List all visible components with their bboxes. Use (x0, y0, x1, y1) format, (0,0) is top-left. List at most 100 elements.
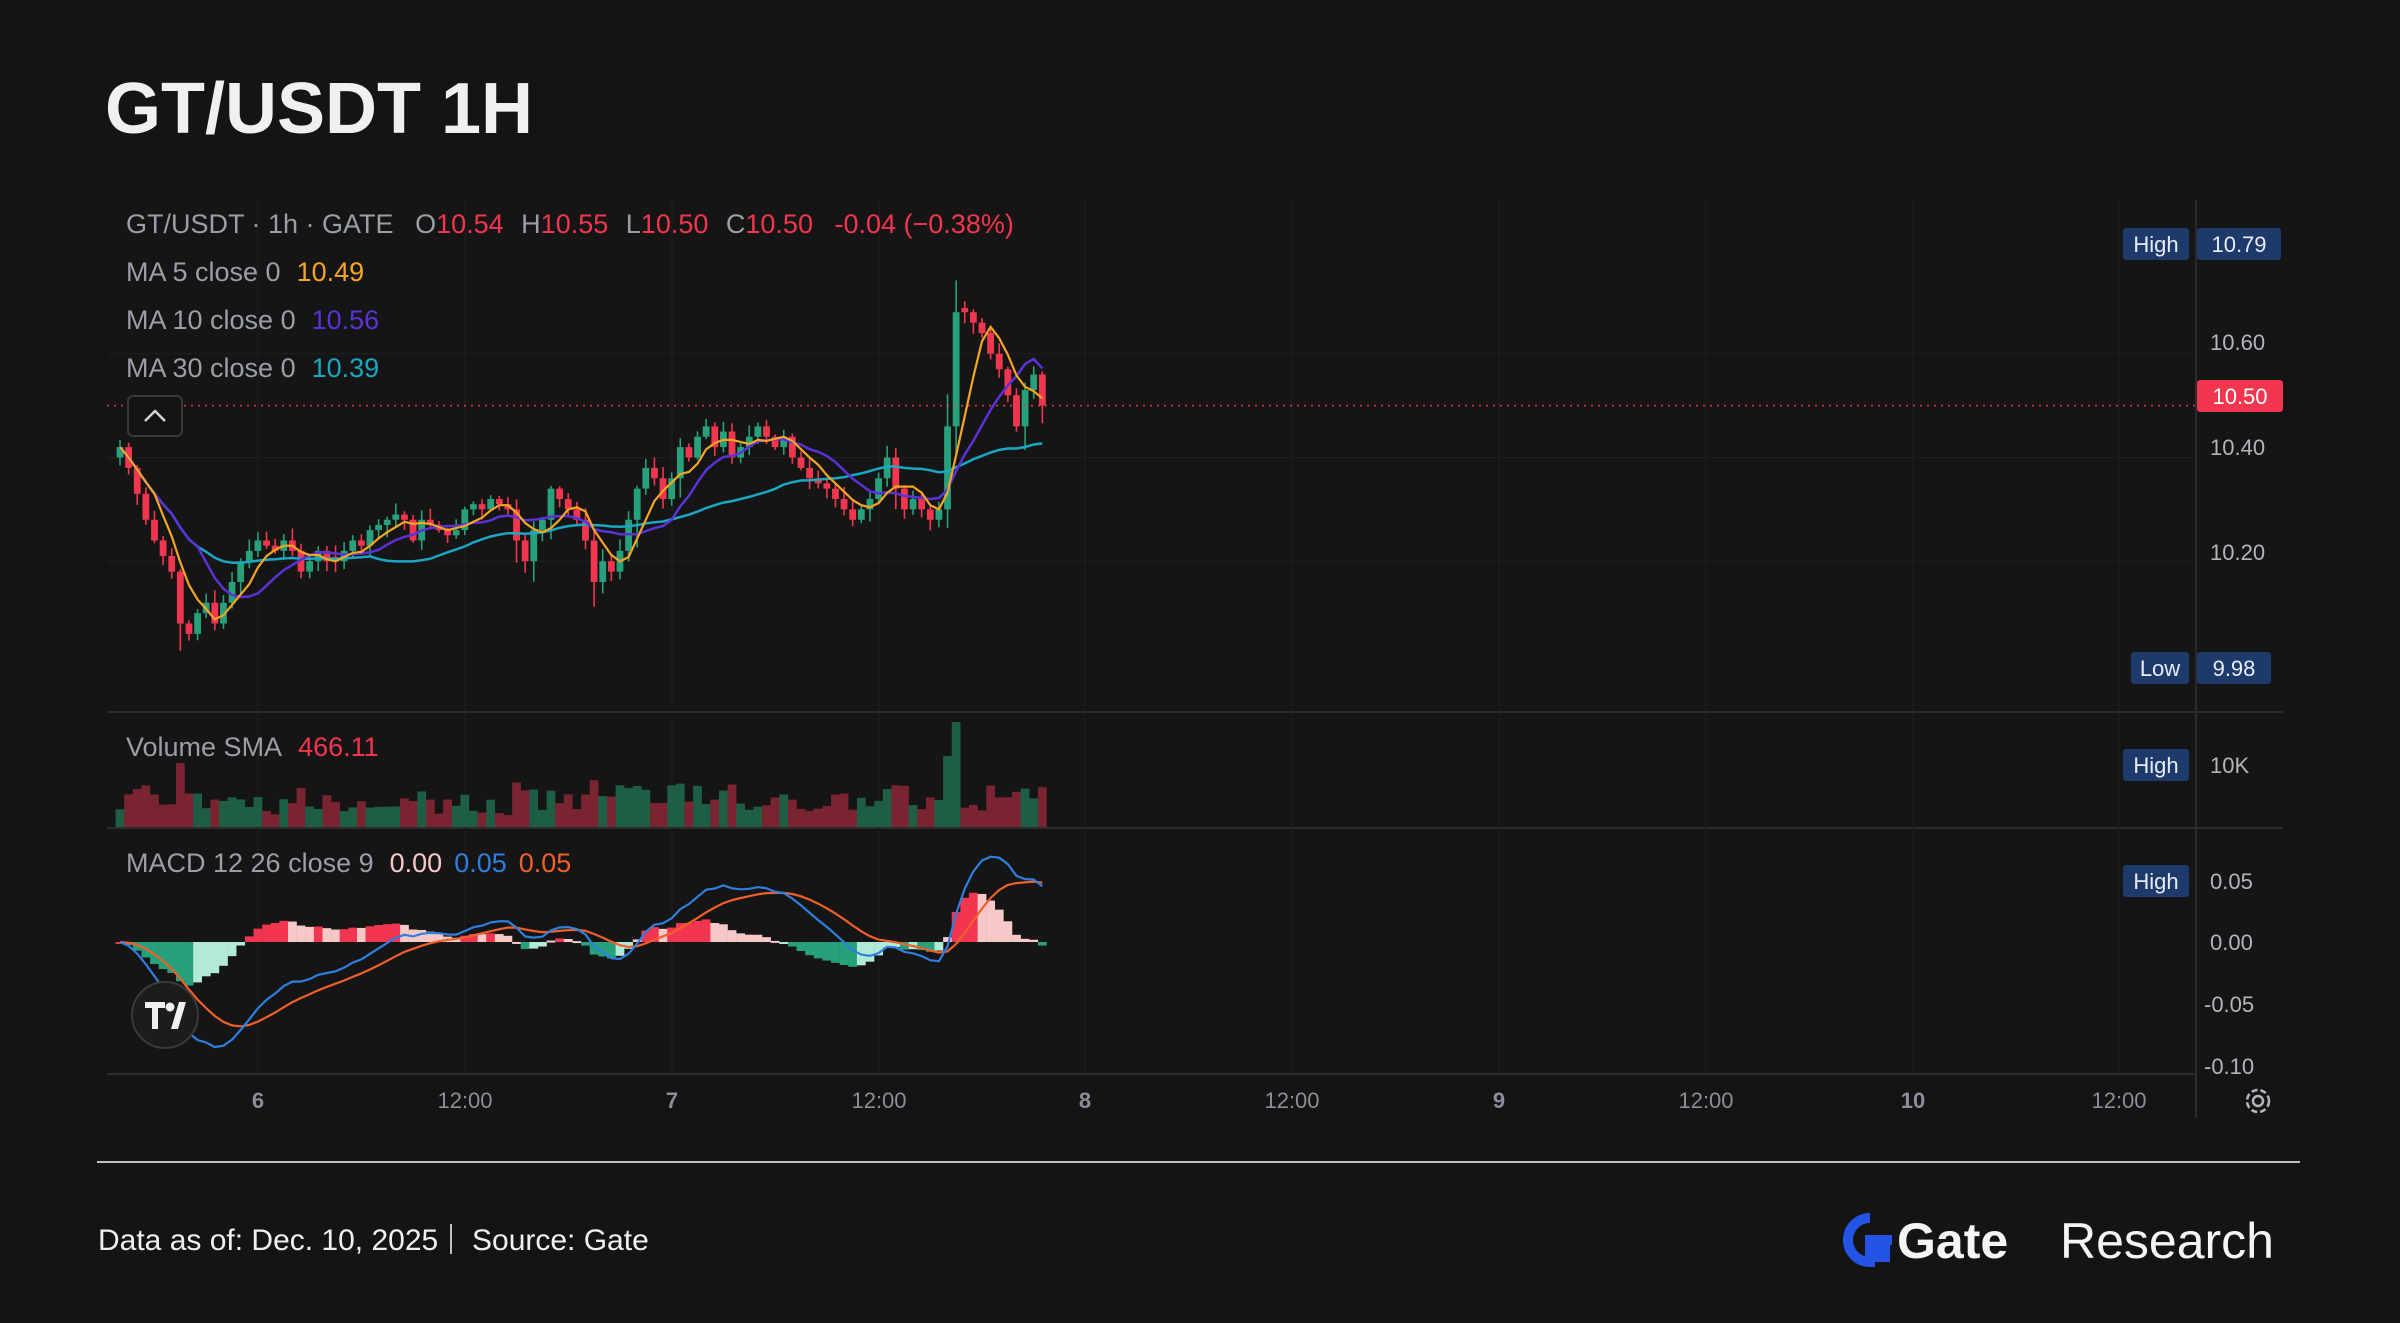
price-tick: 10.20 (2210, 540, 2265, 565)
candle (133, 467, 141, 494)
macd-histogram-bar (262, 924, 271, 942)
volume-bar (925, 797, 935, 827)
time-tick: 12:00 (2091, 1088, 2146, 1113)
volume-bar (244, 806, 254, 827)
volume-bar (951, 722, 961, 827)
volume-bar (977, 810, 987, 827)
candle (788, 436, 796, 458)
svg-text:MA 5 close 010.49: MA 5 close 0 10.49 (126, 257, 364, 287)
legend: GT/USDT · 1h · GATE O10.54 H10.55 L10.50… (126, 209, 1014, 878)
volume-bar (555, 803, 565, 827)
svg-text:MA 30 close 010.39: MA 30 close 0 10.39 (126, 353, 379, 383)
candle (556, 488, 564, 499)
macd-histogram-bar (1012, 934, 1021, 942)
volume-bar (753, 806, 763, 827)
volume-bar (141, 785, 151, 827)
candle (306, 561, 314, 572)
macd-histogram-bar (512, 941, 521, 944)
candle (159, 540, 167, 557)
chevron-up-icon (144, 409, 166, 422)
brand-suffix: Research (2060, 1213, 2274, 1269)
time-tick: 12:00 (437, 1088, 492, 1113)
legend-open: 10.54 (436, 209, 504, 239)
volume-bar (684, 801, 694, 827)
volume-bar (615, 785, 625, 827)
candle (220, 602, 227, 624)
volume-bar (986, 785, 996, 827)
volume-bar (882, 789, 892, 827)
candle (952, 312, 960, 427)
svg-text:MA 10 close 010.56: MA 10 close 0 10.56 (126, 305, 379, 335)
candle (461, 509, 469, 531)
candle (840, 499, 848, 510)
candle (513, 509, 520, 541)
macd-histogram-bar (1029, 939, 1039, 942)
candle (116, 447, 124, 458)
volume-bar (262, 810, 271, 827)
macd-histogram-bar (641, 930, 651, 942)
volume-bar (150, 794, 159, 827)
volume-bar (365, 807, 375, 827)
volume-bar (374, 806, 383, 827)
macd-histogram-bar (615, 942, 625, 956)
macd-histogram-bar (710, 922, 720, 942)
price-axis: 10.60 10.40 10.20 (2210, 330, 2265, 565)
macd-histogram-bar (477, 934, 487, 942)
volume-bar (710, 799, 720, 827)
macd-histogram-bar (891, 942, 901, 948)
volume-bar (331, 801, 340, 827)
high-badge: High 10.79 (2123, 228, 2281, 260)
candle (832, 488, 839, 499)
volume-bar (434, 813, 444, 827)
volume-bar (762, 805, 771, 827)
volume-bar (417, 791, 427, 827)
candle (694, 436, 701, 458)
time-tick: 6 (252, 1088, 264, 1113)
macd-histogram-bar (900, 942, 909, 950)
volume-bar (632, 785, 642, 827)
macd-histogram-bar (356, 927, 366, 942)
candle (478, 504, 486, 510)
candle (271, 545, 279, 551)
macd-histogram-bar (520, 942, 530, 950)
candle (185, 623, 193, 634)
macd-histogram-bar (839, 942, 849, 965)
ma30-line (119, 442, 1043, 564)
candle (237, 561, 245, 582)
macd-histogram-bar (158, 942, 168, 970)
svg-text:10K: 10K (2210, 753, 2249, 778)
candle (564, 499, 572, 510)
macd-histogram-bar (701, 919, 711, 942)
legend-change: -0.04 (−0.38%) (834, 209, 1013, 239)
time-tick: 8 (1079, 1088, 1091, 1113)
macd-histogram-bar (537, 942, 547, 947)
volume-bar (305, 806, 315, 827)
macd-histogram-bar (1037, 942, 1047, 946)
macd-histogram-bar (943, 937, 952, 942)
candle (866, 499, 874, 510)
macd-histogram-bar (719, 924, 728, 942)
legend-low: 10.50 (641, 209, 709, 239)
ma30-value: 10.39 (312, 353, 380, 383)
volume-bar (606, 796, 616, 827)
macd-histogram-bar (650, 927, 659, 942)
candle (875, 478, 882, 499)
source: Source: Gate (472, 1224, 649, 1257)
svg-text:9.98: 9.98 (2213, 656, 2256, 681)
collapse-legend-button[interactable] (127, 395, 183, 437)
macd-histogram-bar (193, 942, 202, 983)
macd-line (119, 855, 1043, 1049)
volume-bar (744, 809, 754, 827)
candle (349, 540, 357, 551)
svg-text:High: High (2133, 232, 2178, 257)
volume-bar (124, 794, 134, 827)
volume-bar (132, 789, 142, 827)
gear-icon[interactable] (2245, 1088, 2271, 1114)
candle (978, 322, 986, 333)
volume-bar (994, 797, 1004, 827)
macd-histogram-bar (201, 942, 211, 977)
ma30-label: MA 30 close 0 (126, 353, 296, 383)
volume-bar (296, 788, 306, 827)
macd-histogram-bar (598, 942, 608, 957)
time-tick: 12:00 (1678, 1088, 1733, 1113)
